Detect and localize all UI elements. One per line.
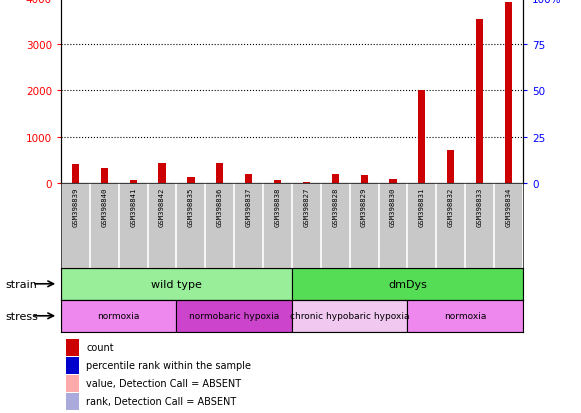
Text: value, Detection Call = ABSENT: value, Detection Call = ABSENT	[87, 378, 242, 388]
Bar	[361, 176, 368, 183]
Text: GSM398838: GSM398838	[274, 188, 281, 227]
Text: wild type: wild type	[151, 279, 202, 289]
Text: GSM398837: GSM398837	[246, 188, 252, 227]
Text: strain: strain	[6, 279, 38, 289]
Bar	[476, 19, 483, 183]
Text: GSM398831: GSM398831	[419, 188, 425, 227]
Bar	[505, 3, 512, 183]
Bar	[61, 300, 177, 332]
Text: dmDys: dmDys	[388, 279, 427, 289]
Bar	[66, 339, 80, 356]
Bar	[389, 179, 397, 183]
Bar	[66, 357, 80, 374]
Text: GSM398839: GSM398839	[73, 188, 78, 227]
Bar	[332, 175, 339, 183]
Bar	[101, 168, 108, 183]
Text: percentile rank within the sample: percentile rank within the sample	[87, 361, 252, 370]
Text: GSM398842: GSM398842	[159, 188, 165, 227]
Bar	[292, 300, 407, 332]
Text: normoxia: normoxia	[98, 311, 140, 320]
Text: stress: stress	[6, 311, 39, 321]
Text: GSM398832: GSM398832	[448, 188, 454, 227]
Text: normobaric hypoxia: normobaric hypoxia	[189, 311, 279, 320]
Text: GSM398836: GSM398836	[217, 188, 223, 227]
Bar	[159, 164, 166, 183]
Text: GSM398834: GSM398834	[505, 188, 511, 227]
Text: GSM398830: GSM398830	[390, 188, 396, 227]
Text: rank, Detection Call = ABSENT: rank, Detection Call = ABSENT	[87, 396, 236, 406]
Bar	[245, 174, 252, 183]
Bar	[292, 268, 523, 300]
Bar	[130, 180, 137, 183]
Bar	[187, 178, 195, 183]
Bar	[407, 300, 523, 332]
Bar	[72, 165, 79, 183]
Bar	[61, 268, 292, 300]
Text: GSM398828: GSM398828	[332, 188, 338, 227]
Bar	[418, 91, 425, 183]
Text: chronic hypobaric hypoxia: chronic hypobaric hypoxia	[290, 311, 410, 320]
Text: count: count	[87, 342, 114, 353]
Text: GSM398841: GSM398841	[130, 188, 136, 227]
Bar	[66, 393, 80, 410]
Text: normoxia: normoxia	[444, 311, 486, 320]
Bar	[274, 181, 281, 183]
Bar	[216, 164, 223, 183]
Text: GSM398827: GSM398827	[303, 188, 310, 227]
Bar	[177, 300, 292, 332]
Bar	[66, 375, 80, 392]
Text: GSM398840: GSM398840	[101, 188, 107, 227]
Text: GSM398835: GSM398835	[188, 188, 194, 227]
Text: GSM398829: GSM398829	[361, 188, 367, 227]
Text: GSM398833: GSM398833	[476, 188, 483, 227]
Bar	[447, 151, 454, 183]
